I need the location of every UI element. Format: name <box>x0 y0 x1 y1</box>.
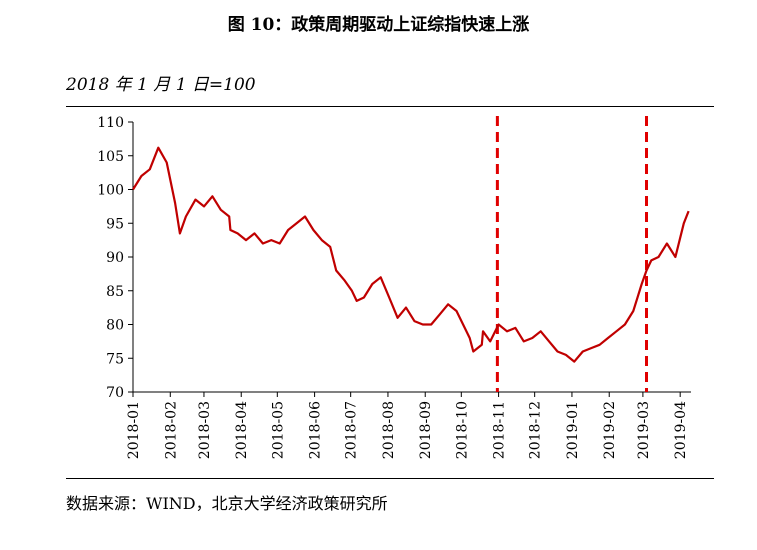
chart-title: 图 10：政策周期驱动上证综指快速上涨 <box>227 15 530 35</box>
x-tick-label: 2019-02 <box>602 401 618 459</box>
x-tick-label: 2018-03 <box>197 401 213 459</box>
bottom-rule <box>66 478 714 479</box>
x-tick-label: 2018-07 <box>344 401 360 459</box>
x-tick-label: 2018-11 <box>492 401 508 459</box>
top-rule <box>66 106 714 107</box>
marker-lines <box>495 116 649 392</box>
y-tick-label: 70 <box>106 385 124 401</box>
x-tick-label: 2018-08 <box>381 401 397 459</box>
x-tick-label: 2018-02 <box>163 401 179 459</box>
y-tick-label: 95 <box>106 216 124 232</box>
x-tick-label: 2018-10 <box>454 401 470 459</box>
x-tick-label: 2019-01 <box>565 401 581 459</box>
y-tick-label: 80 <box>106 318 124 334</box>
series-group <box>132 146 690 363</box>
chart-subtitle: 2018 年 1 月 1 日=100 <box>66 75 256 95</box>
chart-axes <box>128 121 691 397</box>
x-tick-label: 2018-06 <box>308 401 324 459</box>
x-tick-label: 2018-12 <box>528 401 544 459</box>
y-tick-label: 75 <box>106 351 124 367</box>
x-tick-label: 2019-04 <box>673 401 689 459</box>
y-tick-label: 85 <box>106 284 124 300</box>
y-tick-label: 90 <box>106 250 124 266</box>
x-tick-label: 2018-01 <box>126 401 142 459</box>
y-tick-label: 105 <box>97 149 124 165</box>
y-tick-label: 100 <box>97 183 124 199</box>
x-tick-label: 2019-03 <box>636 401 652 459</box>
source-note: 数据来源：WIND，北京大学经济政策研究所 <box>66 494 388 513</box>
x-tick-label: 2018-05 <box>270 401 286 459</box>
y-tick-label: 110 <box>97 115 124 131</box>
y-tick-labels: 70 75 80 85 90 95 100 105 110 <box>97 115 124 401</box>
x-tick-label: 2018-09 <box>418 401 434 459</box>
x-tick-label: 2018-04 <box>234 401 250 459</box>
x-tick-labels: 2018-01 2018-02 2018-03 2018-04 2018-05 2018-… <box>126 401 689 459</box>
index-series-line <box>132 146 690 363</box>
